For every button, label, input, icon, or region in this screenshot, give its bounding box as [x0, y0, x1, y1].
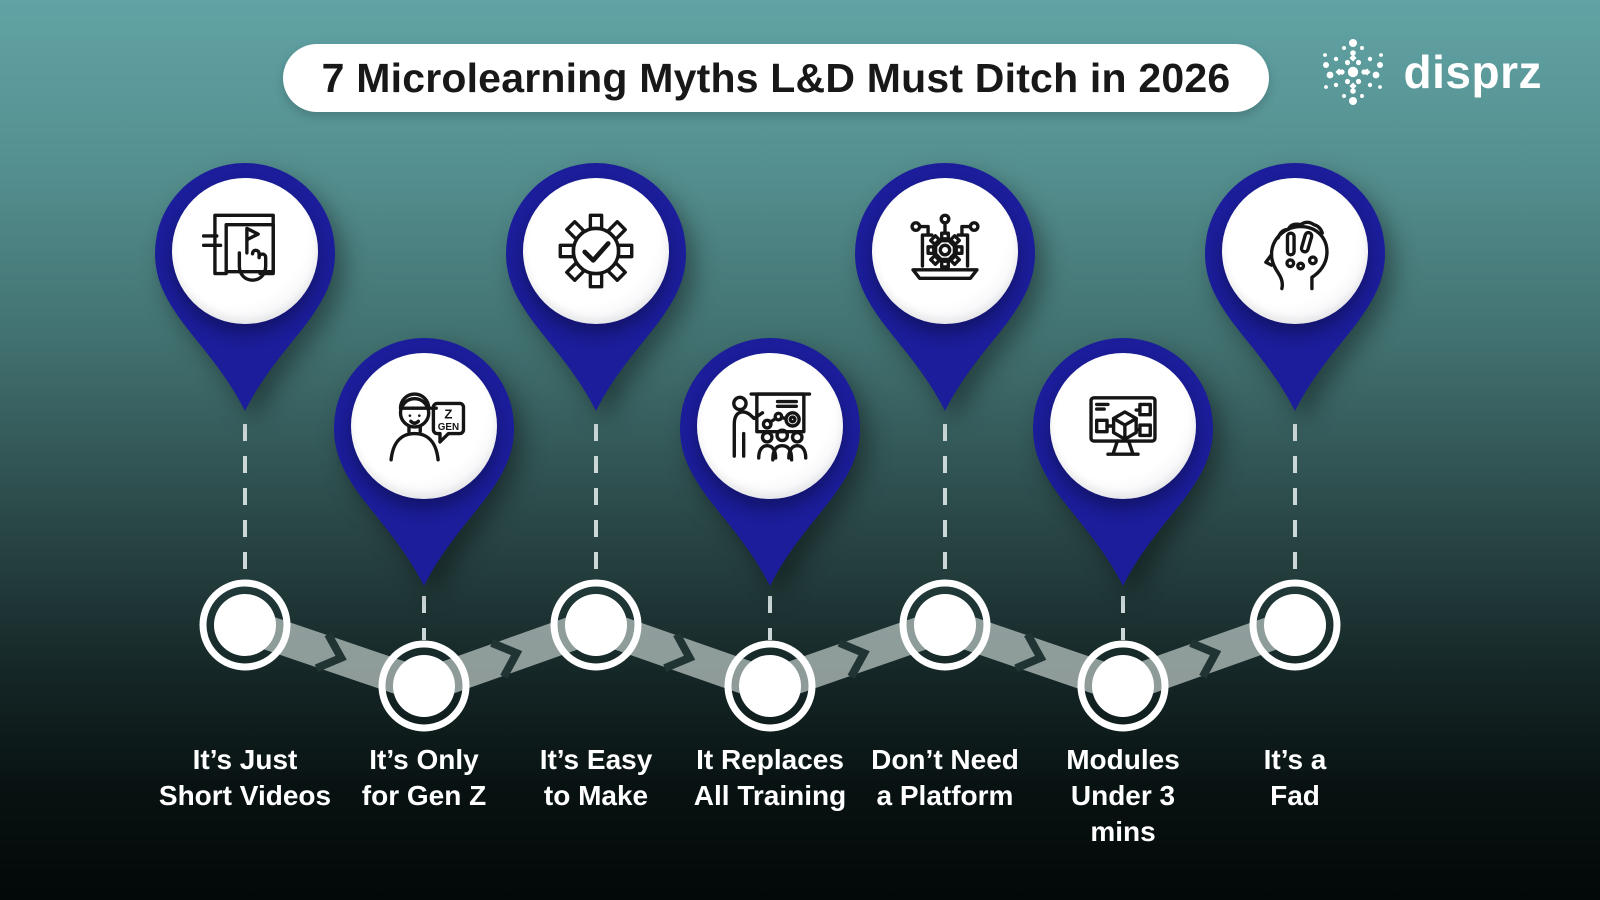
timeline-node — [378, 640, 470, 732]
brain-confusion-icon — [1264, 220, 1329, 291]
timeline-node — [724, 640, 816, 732]
timeline-node — [550, 579, 642, 671]
module-monitor-icon — [1089, 396, 1157, 456]
myth-label-3: It’s Easy to Make — [539, 744, 653, 811]
pin-circle — [523, 178, 669, 324]
timeline-node — [1077, 640, 1169, 732]
myth-pin-3 — [496, 153, 696, 413]
pin-circle: Z GEN — [351, 353, 497, 499]
page-title: 7 Microlearning Myths L&D Must Ditch in … — [283, 44, 1269, 112]
gear-checkmark-icon — [558, 213, 634, 289]
svg-text:GEN: GEN — [438, 422, 459, 433]
myth-label-6: Modules Under 3 mins — [1066, 744, 1180, 847]
myth-label-1: It’s Just Short Videos — [158, 744, 332, 811]
brand-name: disprz — [1403, 46, 1542, 98]
pin-circle — [1222, 178, 1368, 324]
gen-z-learner-icon: Z GEN — [389, 392, 466, 462]
chevron-notches — [314, 632, 1222, 679]
myth-pin-7 — [1195, 153, 1395, 413]
classroom-training-icon — [732, 392, 812, 462]
timeline-node — [199, 579, 291, 671]
myth-pin-2: Z GEN — [324, 328, 524, 588]
myth-pin-1 — [145, 153, 345, 413]
pin-circle — [872, 178, 1018, 324]
pin-circle — [697, 353, 843, 499]
svg-text:Z: Z — [444, 406, 452, 421]
pin-circle — [1050, 353, 1196, 499]
myth-pin-6 — [1023, 328, 1223, 588]
disprz-logo: disprz — [1316, 34, 1542, 110]
touch-video-icon — [201, 213, 275, 282]
timeline-node — [899, 579, 991, 671]
snowflake-dots-icon — [1322, 39, 1383, 105]
myth-label-5: Don’t Need a Platform — [871, 744, 1019, 811]
pin-circle — [172, 178, 318, 324]
laptop-platform-icon — [910, 213, 980, 280]
myth-pin-5 — [845, 153, 1045, 413]
myth-label-7: It’s a Fad — [1263, 744, 1327, 811]
timeline-node — [1249, 579, 1341, 671]
myth-label-2: It’s Only for Gen Z — [361, 744, 487, 811]
zigzag-bands — [239, 608, 1301, 703]
timeline-nodes — [199, 579, 1341, 732]
page-title-text: 7 Microlearning Myths L&D Must Ditch in … — [321, 54, 1231, 101]
myth-pin-4 — [670, 328, 870, 588]
myth-label-4: It Replaces All Training — [693, 744, 847, 811]
